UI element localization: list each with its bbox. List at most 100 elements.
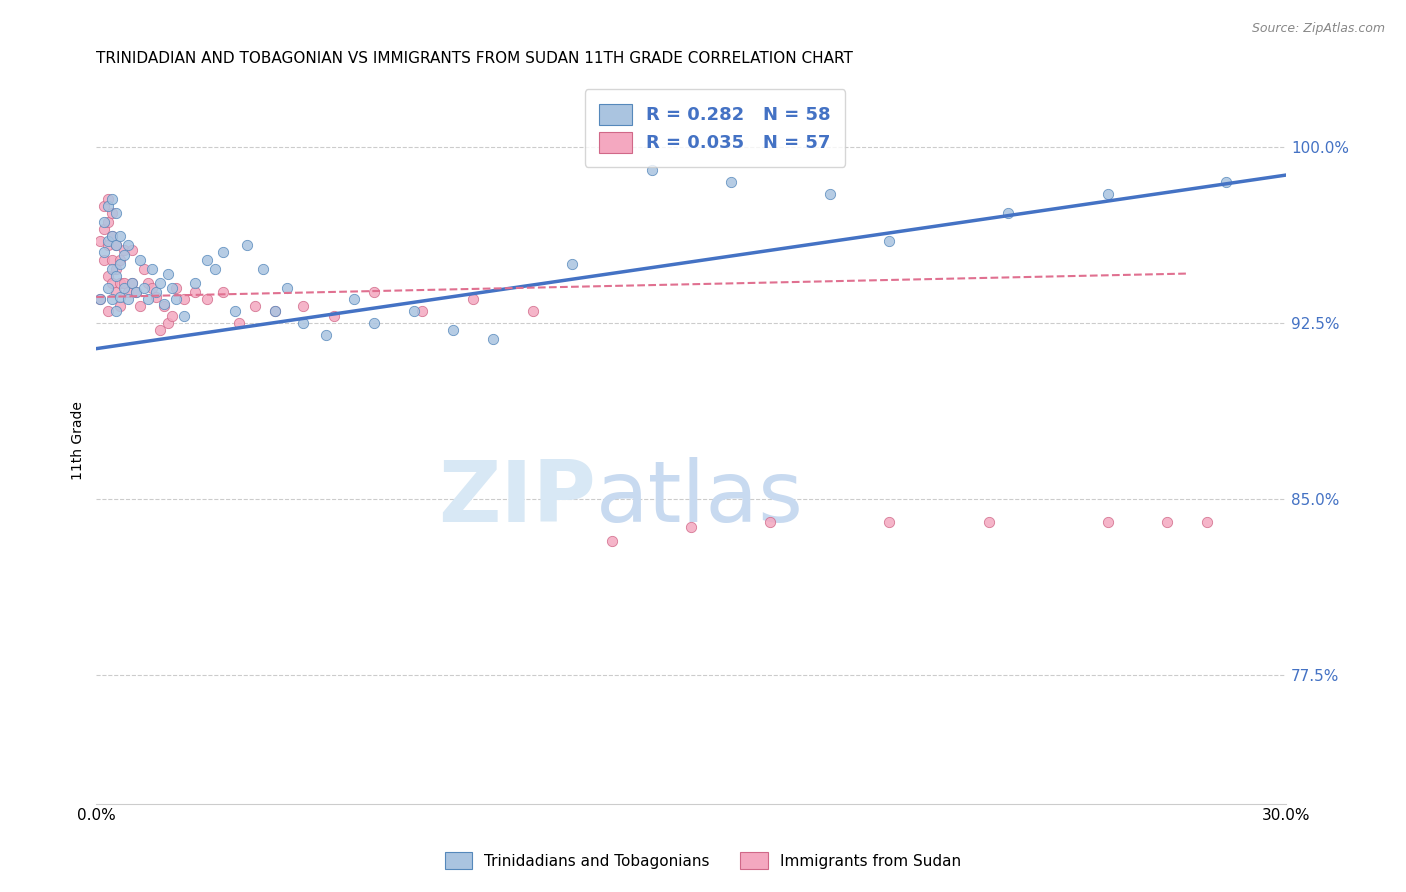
Point xyxy=(156,316,179,330)
Legend: R = 0.282   N = 58, R = 0.035   N = 57: R = 0.282 N = 58, R = 0.035 N = 57 xyxy=(585,89,845,167)
Point xyxy=(108,257,131,271)
Point xyxy=(204,261,226,276)
Point xyxy=(89,293,111,307)
Text: ZIP: ZIP xyxy=(439,457,596,540)
Point xyxy=(97,234,120,248)
Point xyxy=(93,215,115,229)
Point xyxy=(720,175,742,189)
Point xyxy=(818,186,841,201)
Point xyxy=(441,323,464,337)
Point xyxy=(561,257,583,271)
Point xyxy=(363,316,385,330)
Text: TRINIDADIAN AND TOBAGONIAN VS IMMIGRANTS FROM SUDAN 11TH GRADE CORRELATION CHART: TRINIDADIAN AND TOBAGONIAN VS IMMIGRANTS… xyxy=(97,51,853,66)
Point xyxy=(681,520,703,534)
Point xyxy=(1097,515,1119,529)
Point xyxy=(129,252,152,267)
Point xyxy=(1195,515,1218,529)
Point xyxy=(93,252,115,267)
Point xyxy=(997,205,1019,219)
Point xyxy=(141,280,163,294)
Point xyxy=(263,304,285,318)
Point xyxy=(101,252,124,267)
Point xyxy=(117,285,139,300)
Point xyxy=(482,332,505,346)
Point xyxy=(105,285,128,300)
Point xyxy=(152,300,174,314)
Point xyxy=(165,280,187,294)
Point xyxy=(125,285,148,300)
Point xyxy=(97,192,120,206)
Point xyxy=(145,285,167,300)
Y-axis label: 11th Grade: 11th Grade xyxy=(72,401,86,480)
Point xyxy=(93,222,115,236)
Point xyxy=(160,309,183,323)
Point xyxy=(129,300,152,314)
Point xyxy=(263,304,285,318)
Point xyxy=(108,252,131,267)
Point xyxy=(156,267,179,281)
Point xyxy=(105,304,128,318)
Text: Source: ZipAtlas.com: Source: ZipAtlas.com xyxy=(1251,22,1385,36)
Point xyxy=(117,293,139,307)
Point xyxy=(224,304,246,318)
Point xyxy=(97,238,120,252)
Point xyxy=(759,515,782,529)
Point xyxy=(165,293,187,307)
Point xyxy=(112,280,135,294)
Point xyxy=(101,205,124,219)
Point xyxy=(149,323,172,337)
Point xyxy=(93,245,115,260)
Point xyxy=(141,261,163,276)
Point xyxy=(112,276,135,290)
Point xyxy=(112,243,135,257)
Point xyxy=(343,293,366,307)
Point xyxy=(101,192,124,206)
Point xyxy=(105,268,128,283)
Point xyxy=(291,300,314,314)
Point xyxy=(640,163,662,178)
Point xyxy=(276,280,298,294)
Point xyxy=(879,234,901,248)
Point xyxy=(97,215,120,229)
Point xyxy=(108,229,131,244)
Point xyxy=(236,238,259,252)
Point xyxy=(97,280,120,294)
Point xyxy=(184,276,207,290)
Point xyxy=(101,229,124,244)
Point xyxy=(1156,515,1178,529)
Point xyxy=(105,205,128,219)
Point xyxy=(101,276,124,290)
Point xyxy=(97,198,120,212)
Point xyxy=(145,290,167,304)
Point xyxy=(105,261,128,276)
Point xyxy=(136,276,159,290)
Point xyxy=(121,243,143,257)
Point xyxy=(160,280,183,294)
Point xyxy=(125,285,148,300)
Point xyxy=(132,280,155,294)
Point xyxy=(89,234,111,248)
Point xyxy=(228,316,250,330)
Point xyxy=(243,300,266,314)
Point xyxy=(89,293,111,307)
Point xyxy=(212,245,235,260)
Point xyxy=(121,276,143,290)
Point xyxy=(149,276,172,290)
Point xyxy=(212,285,235,300)
Point xyxy=(112,248,135,262)
Point xyxy=(108,290,131,304)
Point xyxy=(173,309,195,323)
Point xyxy=(132,261,155,276)
Point xyxy=(152,297,174,311)
Point xyxy=(977,515,1000,529)
Point xyxy=(600,533,623,548)
Point xyxy=(101,293,124,307)
Point xyxy=(108,276,131,290)
Point xyxy=(184,285,207,300)
Point xyxy=(117,238,139,252)
Point xyxy=(1097,186,1119,201)
Point xyxy=(173,293,195,307)
Point xyxy=(97,304,120,318)
Point xyxy=(461,293,484,307)
Point xyxy=(195,293,218,307)
